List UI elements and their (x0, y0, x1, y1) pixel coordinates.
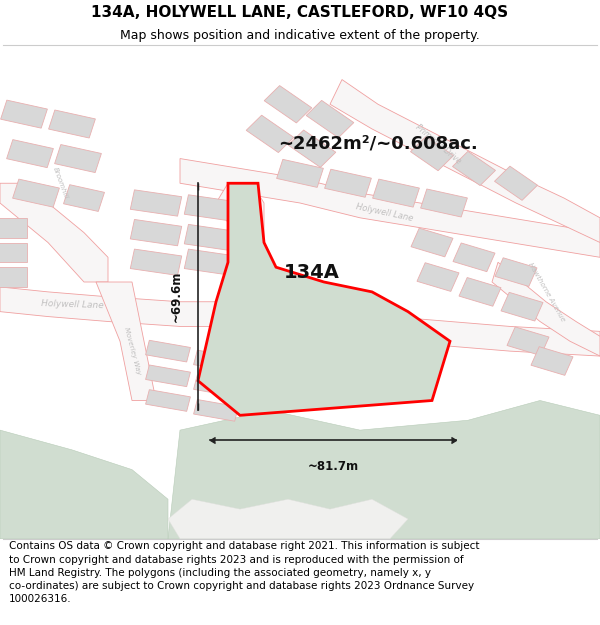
Polygon shape (531, 347, 573, 376)
Text: Contains OS data © Crown copyright and database right 2021. This information is : Contains OS data © Crown copyright and d… (9, 541, 479, 604)
Polygon shape (411, 228, 453, 257)
Polygon shape (410, 136, 454, 171)
Polygon shape (0, 287, 600, 356)
Polygon shape (330, 79, 600, 242)
Text: ~2462m²/~0.608ac.: ~2462m²/~0.608ac. (278, 135, 478, 152)
Polygon shape (459, 278, 501, 306)
Polygon shape (130, 190, 182, 216)
Polygon shape (198, 183, 450, 415)
Polygon shape (246, 115, 294, 152)
Polygon shape (495, 258, 537, 286)
Polygon shape (194, 350, 238, 372)
Text: Hawthorne Avenue: Hawthorne Avenue (527, 261, 565, 322)
Polygon shape (168, 401, 600, 539)
Polygon shape (7, 139, 53, 168)
Polygon shape (452, 151, 496, 186)
Text: Primrose Drive: Primrose Drive (413, 122, 463, 166)
Polygon shape (277, 159, 323, 188)
Text: 134A, HOLYWELL LANE, CASTLEFORD, WF10 4QS: 134A, HOLYWELL LANE, CASTLEFORD, WF10 4Q… (91, 5, 509, 20)
Polygon shape (64, 185, 104, 211)
Polygon shape (130, 249, 182, 276)
Polygon shape (55, 144, 101, 172)
Polygon shape (146, 389, 190, 411)
Text: Broomhill: Broomhill (52, 166, 68, 200)
Polygon shape (216, 183, 264, 243)
Polygon shape (184, 249, 236, 276)
Polygon shape (325, 169, 371, 198)
Text: Holywell Lane: Holywell Lane (355, 202, 413, 223)
Polygon shape (417, 262, 459, 291)
Polygon shape (453, 243, 495, 272)
Polygon shape (421, 189, 467, 217)
Polygon shape (184, 224, 236, 251)
Polygon shape (180, 159, 600, 258)
Polygon shape (0, 217, 27, 238)
Text: Map shows position and indicative extent of the property.: Map shows position and indicative extent… (120, 29, 480, 42)
Polygon shape (96, 282, 156, 401)
Polygon shape (194, 399, 238, 421)
Polygon shape (168, 499, 408, 539)
Polygon shape (13, 179, 59, 207)
Polygon shape (184, 195, 236, 221)
Polygon shape (288, 130, 336, 168)
Text: ~81.7m: ~81.7m (307, 460, 359, 472)
Polygon shape (501, 292, 543, 321)
Polygon shape (146, 365, 190, 387)
Text: Holywell Lane: Holywell Lane (41, 299, 103, 310)
Polygon shape (264, 86, 312, 123)
Polygon shape (306, 101, 354, 138)
Polygon shape (49, 110, 95, 138)
Polygon shape (194, 375, 238, 396)
Text: ~69.6m: ~69.6m (170, 271, 183, 322)
Polygon shape (0, 430, 168, 539)
Polygon shape (373, 179, 419, 207)
Polygon shape (130, 219, 182, 246)
Polygon shape (507, 327, 549, 356)
Text: 134A: 134A (284, 262, 340, 282)
Text: Moverley Way: Moverley Way (123, 327, 141, 376)
Polygon shape (0, 268, 27, 287)
Polygon shape (1, 100, 47, 128)
Polygon shape (0, 183, 108, 282)
Polygon shape (494, 166, 538, 201)
Polygon shape (0, 242, 27, 262)
Polygon shape (492, 262, 600, 356)
Polygon shape (146, 340, 190, 362)
